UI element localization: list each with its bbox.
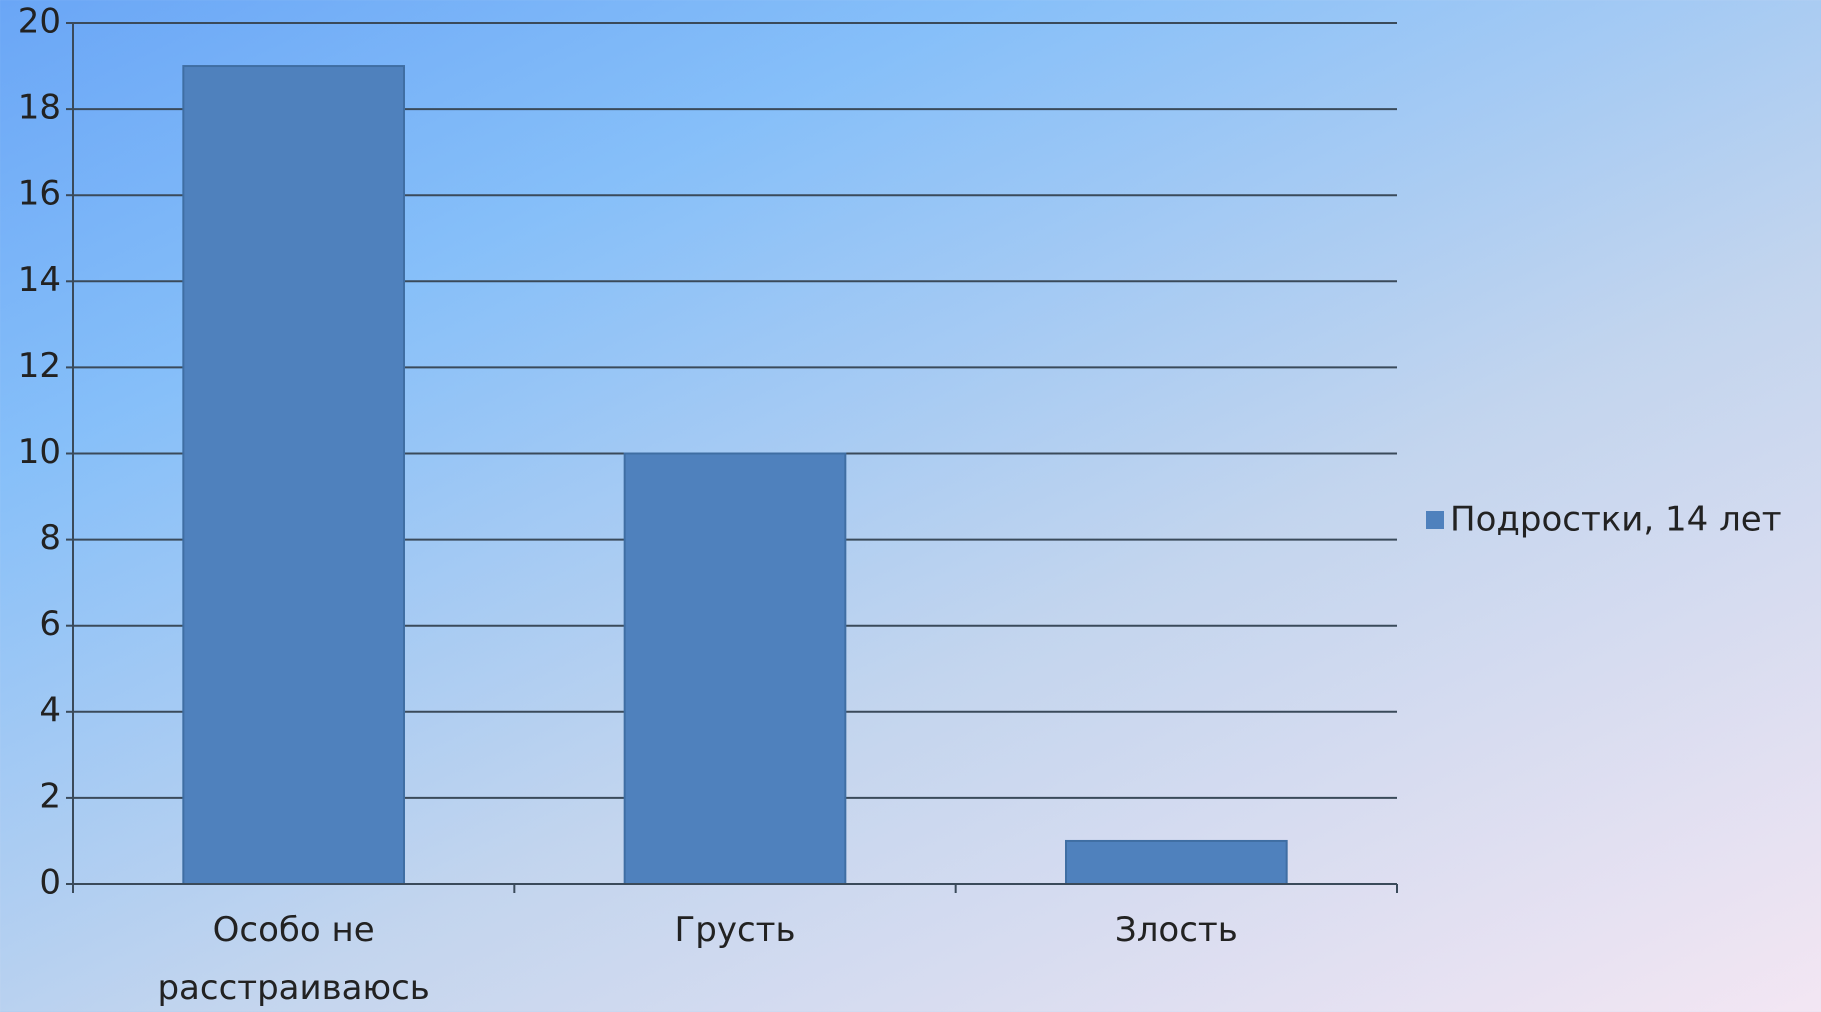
legend-swatch [1426,511,1444,529]
legend-label: Подростки, 14 лет [1450,500,1782,540]
bar [623,452,847,885]
x-tick-label: Грусть [674,910,796,950]
x-tick-label: Злость [1114,910,1238,950]
y-tick-label: 20 [18,2,61,42]
y-tick-label: 4 [39,690,61,730]
y-tick-label: 10 [18,432,61,472]
y-tick-label: 18 [18,88,61,128]
bar [182,65,405,886]
y-tick-label: 2 [39,776,61,816]
y-tick-label: 6 [39,604,61,644]
y-tick-label: 8 [39,518,61,558]
y-tick-label: 0 [39,863,61,903]
y-tick-label: 16 [18,174,61,214]
x-tick-label: Особо не расстраиваюсь [157,910,430,1008]
y-tick-label: 12 [18,346,61,386]
y-tick-label: 14 [18,260,61,300]
bar [1065,839,1288,886]
